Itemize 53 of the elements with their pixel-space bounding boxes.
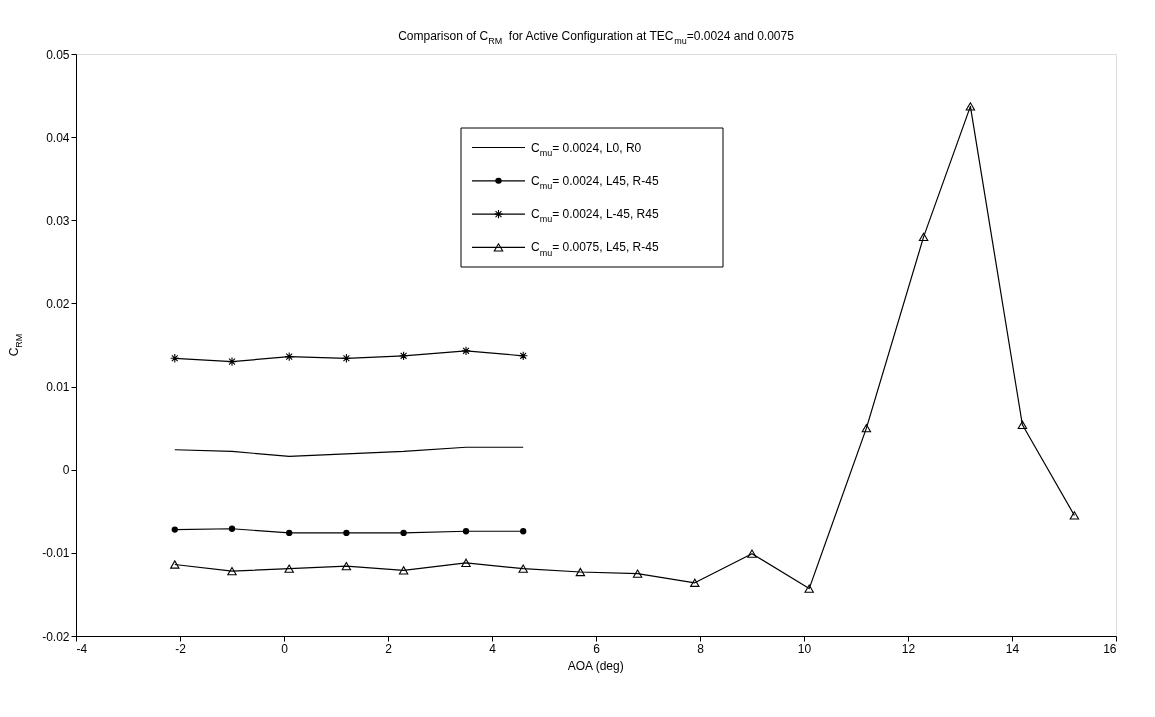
point [341,353,352,364]
x-tick-label: 10 [797,641,812,656]
point [1069,511,1080,520]
point [518,351,528,361]
y-tick-label: 0.05 [46,47,70,62]
point [632,569,643,578]
x-tick-label: -4 [76,641,88,656]
point [575,567,586,577]
point [804,584,814,593]
point [520,528,527,535]
point [690,578,700,587]
x-tick-label: -2 [175,641,187,656]
y-tick-label: -0.02 [42,629,70,644]
x-tick-label: 8 [697,641,705,656]
point [398,351,409,361]
point [398,566,409,575]
y-tick-label: 0.04 [46,130,70,145]
point [461,346,471,356]
x-tick-label: 12 [901,641,916,656]
y-tick-label: 0 [62,463,70,478]
point [461,558,471,568]
x-tick-label: 16 [1103,641,1117,656]
x-axis-title: AOA (deg) [567,659,624,673]
point [170,353,180,364]
y-tick-label: 0.01 [46,380,70,395]
point [343,529,350,537]
y-tick-label: 0.03 [46,213,70,228]
x-tick-label: 0 [281,641,289,656]
point [965,102,976,111]
point [227,356,237,367]
y-tick-label: -0.01 [42,546,70,561]
point [284,564,294,573]
point [341,561,352,571]
point [171,526,178,533]
x-tick-label: 4 [489,641,497,656]
point [228,525,236,532]
point [400,529,407,537]
point [518,564,528,573]
point [861,423,872,433]
point [286,529,293,537]
x-tick-label: 6 [593,641,601,656]
point [170,560,180,569]
line-series [174,446,524,458]
y-tick-label: 0.02 [46,296,70,311]
y-axis-title: CRM [7,333,25,357]
point [747,549,757,558]
point [1017,420,1028,429]
point [227,566,237,576]
point [918,232,929,242]
point [284,351,294,362]
x-tick-label: 14 [1005,641,1020,656]
point [462,528,470,535]
x-tick-label: 2 [385,641,393,656]
